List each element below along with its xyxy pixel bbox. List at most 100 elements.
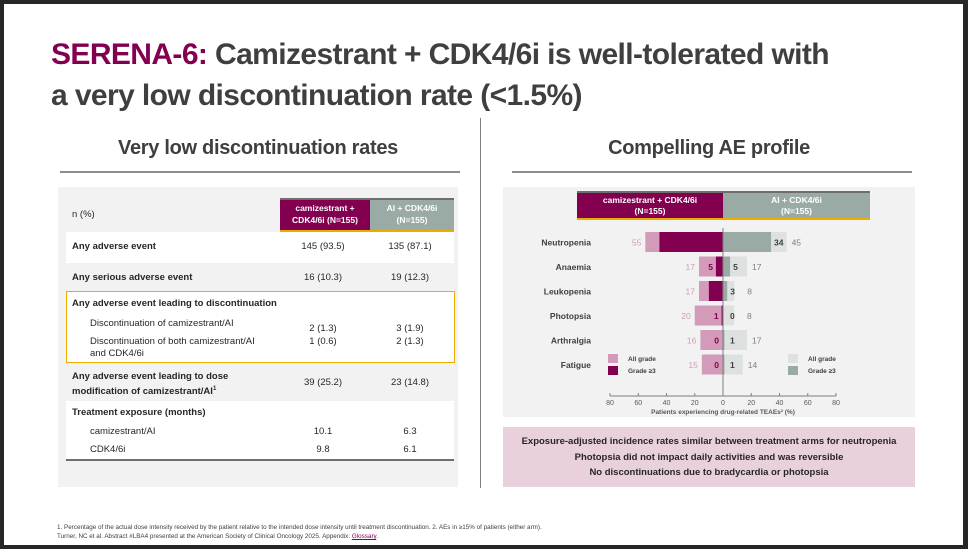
x-tick-label: 40 (663, 400, 671, 407)
row-band (66, 232, 454, 263)
row-value-camizestrant: 9.8 (316, 444, 330, 455)
x-tick-label: 0 (721, 400, 725, 407)
data-label-right-grade3: 34 (774, 238, 784, 248)
legend-right-all-grade-swatch (788, 354, 798, 363)
row-value-camizestrant: 10.1 (313, 426, 333, 437)
row-value-camizestrant: 1 (0.6) (309, 336, 337, 347)
bar-left-grade3 (715, 256, 723, 277)
legend-left-grade3-swatch (608, 366, 618, 375)
x-tick-label: 80 (606, 400, 614, 407)
table-bottom-rule (66, 459, 454, 461)
legend-right-grade3-swatch (788, 366, 798, 375)
bar-right-grade3 (723, 354, 725, 375)
data-label-right-all-grade: 8 (747, 287, 752, 297)
arm-left-line2: (N=155) (634, 206, 666, 216)
ae-chart-panel (503, 187, 915, 417)
section-divider (480, 118, 481, 488)
title-accent: SERENA-6: (51, 38, 208, 71)
bar-right-all-grade (723, 305, 735, 326)
bar-right-grade3 (723, 281, 728, 301)
bar-right-all-grade (723, 281, 735, 301)
table-header-underline (280, 230, 454, 232)
x-tick-label: 80 (832, 400, 840, 407)
data-label-right-all-grade: 17 (752, 336, 762, 346)
chart-arm-camizestrant-header: camizestrant + CDK4/6i (N=155) (577, 193, 723, 218)
x-tick-label: 20 (691, 400, 699, 407)
legend-left-all-grade-swatch (608, 354, 618, 363)
chart-header-underline (577, 218, 870, 220)
footnote-2: Turner, NC et al. Abstract #LBA4 present… (57, 533, 378, 540)
data-label-right-all-grade: 14 (748, 360, 758, 370)
left-heading-rule (60, 171, 460, 173)
table-col-camizestrant-header: camizestrant + CDK4/6i (N=155) (280, 200, 370, 230)
arm-left-line1: camizestrant + CDK4/6i (602, 195, 698, 205)
x-tick-label: 40 (776, 400, 784, 407)
data-label-right-grade3: 1 (730, 360, 735, 370)
row-label: Any adverse event leading to discontinua… (72, 298, 277, 309)
bar-right-all-grade (723, 354, 743, 375)
chart-arm-ai-header: AI + CDK4/6i (N=155) (723, 193, 870, 218)
note-line: Photopsia did not impact daily activitie… (574, 451, 844, 463)
data-label-left-grade3: 45 (662, 238, 672, 248)
bar-right-grade3 (723, 330, 725, 350)
col1-header-line1: camizestrant + (295, 203, 355, 213)
bar-left-all-grade (700, 330, 723, 350)
discontinuation-highlight-box (66, 291, 455, 363)
row-label: CDK4/6i (90, 444, 126, 455)
arm-right-line1: AI + CDK4/6i (771, 195, 822, 205)
slide-title: SERENA-6: Camizestrant + CDK4/6i is well… (51, 34, 830, 116)
row-value-camizestrant: 16 (10.3) (303, 272, 343, 283)
table-header-rule (280, 198, 454, 200)
data-label-left-all-grade: 17 (686, 287, 696, 297)
left-section-heading: Very low discontinuation rates (118, 137, 398, 159)
row-value-camizestrant: 145 (93.5) (301, 241, 345, 252)
bar-left-grade3 (708, 281, 723, 301)
bar-right-all-grade (723, 330, 748, 350)
data-label-left-grade3: 1 (714, 311, 719, 321)
row-label: Any adverse event (72, 241, 156, 252)
ae-notes-box: Exposure-adjusted incidence rates simila… (503, 427, 915, 487)
category-label: Neutropenia (541, 238, 591, 248)
table-col-ai-header: AI + CDK4/6i (N=155) (370, 200, 454, 230)
data-label-right-grade3: 3 (730, 287, 735, 297)
row-value-ai: 23 (14.8) (390, 377, 430, 388)
x-tick-label: 60 (634, 400, 642, 407)
discontinuation-table: n (%) camizestrant + CDK4/6i (N=155) AI … (58, 187, 458, 487)
row-band (66, 401, 454, 459)
data-label-left-all-grade: 55 (632, 238, 642, 248)
x-tick-label: 60 (804, 400, 812, 407)
data-label-left-all-grade: 20 (681, 311, 691, 321)
legend-label: Grade ≥3 (808, 368, 836, 375)
right-section-heading: Compelling AE profile (608, 137, 810, 159)
title-line1: Camizestrant + CDK4/6i is well-tolerated… (207, 38, 830, 71)
row-value-ai: 19 (12.3) (390, 272, 430, 283)
row-value-ai: 135 (87.1) (388, 241, 432, 252)
category-label: Leukopenia (544, 287, 592, 297)
category-label: Fatigue (561, 360, 591, 370)
bar-right-grade3 (723, 256, 731, 277)
data-label-right-all-grade: 45 (792, 238, 802, 248)
data-label-left-all-grade: 15 (688, 360, 698, 370)
x-tick-label: 20 (747, 400, 755, 407)
row-value-ai: 6.1 (403, 444, 417, 455)
category-label: Photopsia (550, 311, 591, 321)
data-label-right-all-grade: 17 (752, 262, 762, 272)
legend-label: Grade ≥3 (628, 368, 656, 375)
row-value-ai: 6.3 (403, 426, 417, 437)
row-label: Treatment exposure (months) (72, 407, 206, 418)
legend-label: All grade (808, 356, 836, 363)
data-label-left-grade3: 0 (714, 360, 719, 370)
chart-header-rule (577, 191, 870, 193)
data-label-right-grade3: 1 (730, 336, 735, 346)
data-label-right-grade3: 0 (730, 311, 735, 321)
title-line2: a very low discontinuation rate (<1.5%) (51, 79, 583, 112)
footnote-1: 1. Percentage of the actual dose intensi… (57, 524, 542, 531)
note-line: No discontinuations due to bradycardia o… (589, 467, 829, 478)
data-label-left-grade3: 0 (714, 336, 719, 346)
row-value-ai: 3 (1.9) (396, 323, 424, 334)
row-label: Discontinuation of camizestrant/AI (90, 318, 234, 329)
data-label-left-all-grade: 16 (687, 336, 697, 346)
data-label-left-grade3: 10 (712, 287, 722, 297)
note-line: Exposure-adjusted incidence rates simila… (521, 436, 897, 447)
glossary-link[interactable]: Glossary (351, 533, 377, 540)
